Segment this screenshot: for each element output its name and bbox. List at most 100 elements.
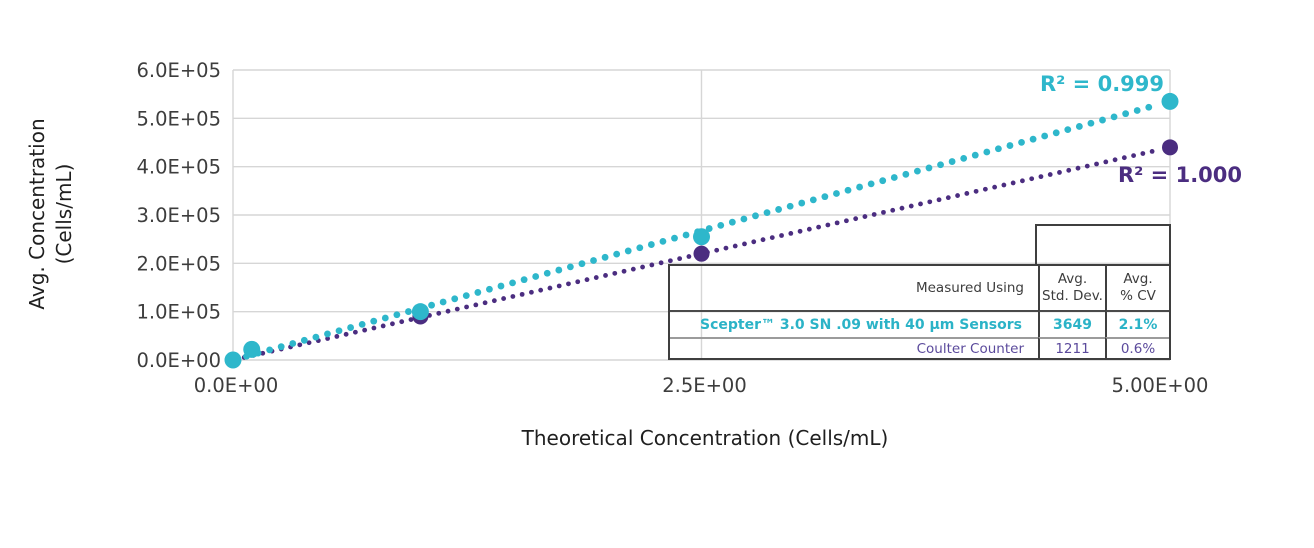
trendline-dot xyxy=(1145,103,1153,111)
trendline-dot xyxy=(902,170,910,178)
y-tick-label: 6.0E+05 xyxy=(137,59,221,82)
trendline-dot xyxy=(436,310,442,316)
trendline-dot xyxy=(445,308,451,314)
trendline-dot xyxy=(1066,167,1072,173)
trendline-dot xyxy=(1087,119,1095,127)
x-tick-label: 5.00E+00 xyxy=(1112,374,1209,397)
trendline-dot xyxy=(566,263,574,271)
y-axis-title-line1: Avg. Concentration xyxy=(25,118,49,310)
trendline-dot xyxy=(324,330,331,338)
trendline-dot xyxy=(491,298,497,304)
trendline-dot xyxy=(482,300,488,306)
table-row-coulter-name: Coulter Counter xyxy=(670,337,1038,358)
trendline-dot xyxy=(728,218,736,226)
trendline-dot xyxy=(927,199,933,205)
trendline-dot xyxy=(914,167,921,175)
trendline-dot xyxy=(1133,107,1141,114)
trendline-dot xyxy=(752,212,759,220)
trendline-dot xyxy=(636,244,644,252)
trendline-dot xyxy=(1075,123,1083,130)
trendline-dot xyxy=(547,285,553,291)
stats-table: Measured Using Avg. Std. Dev. Avg. % CV … xyxy=(668,224,1174,360)
trendline-dot xyxy=(543,269,551,277)
trendline-dot xyxy=(621,268,627,274)
x-tick-label: 2.5E+00 xyxy=(662,374,746,397)
table-header-avg-cv: Avg. % CV xyxy=(1105,266,1169,312)
trendline-dot xyxy=(890,174,898,181)
trendline-dot xyxy=(584,277,590,283)
trendline-dot xyxy=(300,336,308,344)
trendline-dot xyxy=(1041,132,1049,140)
trendline-dot xyxy=(936,197,942,203)
stats-table-grid: Measured Using Avg. Std. Dev. Avg. % CV … xyxy=(668,264,1171,360)
trendline-dot xyxy=(428,301,435,309)
trendline-dot xyxy=(334,334,340,339)
table-row-coulter-cv: 0.6% xyxy=(1105,337,1169,358)
trendline-dot xyxy=(659,237,667,245)
trendline-dot xyxy=(1006,142,1014,149)
trendline-dot xyxy=(520,276,528,284)
trendline-dot xyxy=(945,195,951,201)
trendline-dot xyxy=(760,237,766,243)
trendline-dot xyxy=(266,346,274,354)
trendline-dot xyxy=(613,250,621,258)
y-tick-label: 1.0E+05 xyxy=(137,301,221,324)
table-header-avg-std-dev: Avg. Std. Dev. xyxy=(1038,266,1105,312)
trendline-dot xyxy=(1094,161,1099,167)
data-point-marker xyxy=(693,228,710,246)
trendline-dot xyxy=(1084,163,1090,169)
trendline-dot xyxy=(578,260,586,268)
trendline-dot xyxy=(519,291,525,297)
trendline-dot xyxy=(763,209,771,217)
trendline-dot xyxy=(714,247,720,253)
trendline-dot xyxy=(497,282,505,290)
trendline-dot xyxy=(994,145,1002,153)
trendline-dot xyxy=(1103,159,1109,165)
trendline-dot xyxy=(380,323,386,329)
table-row-scepter-std-dev: 3649 xyxy=(1038,312,1105,337)
y-tick-label: 5.0E+05 xyxy=(137,107,221,130)
trendline-dot xyxy=(871,212,877,217)
series-scepter xyxy=(224,92,1179,369)
trendline-dot xyxy=(769,235,775,241)
trendline-dot xyxy=(647,241,655,248)
trendline-dot xyxy=(658,260,664,266)
trendline-dot xyxy=(593,275,599,280)
trendline-dot xyxy=(1149,148,1155,154)
trendline-dot xyxy=(825,222,831,228)
trendline-dot xyxy=(532,273,540,280)
trendline-dot xyxy=(992,184,998,190)
trendline-dot xyxy=(740,215,748,223)
trendline-dot xyxy=(603,273,608,278)
data-point-marker xyxy=(1161,92,1179,110)
trendline-dot xyxy=(529,289,534,295)
table-row-scepter-cv: 2.1% xyxy=(1105,312,1169,337)
trendline-dot xyxy=(775,206,783,213)
trendline-dot xyxy=(717,221,725,229)
r2-annotation-coulter: R² = 1.000 xyxy=(1118,163,1243,187)
trendline-dot xyxy=(1121,155,1127,161)
trendline-dot xyxy=(982,186,988,192)
trendline-dot xyxy=(649,262,655,268)
trendline-dot xyxy=(566,281,571,287)
trendline-dot xyxy=(821,193,829,201)
trendline-dot xyxy=(797,228,803,234)
gridlines xyxy=(232,69,1171,361)
x-tick-label: 0.0E+00 xyxy=(194,374,278,397)
trendline-dot xyxy=(809,196,817,204)
trendline-dot xyxy=(960,154,968,162)
table-row-coulter-std-dev: 1211 xyxy=(1038,337,1105,358)
trendline-dot xyxy=(881,209,886,215)
trendline-dot xyxy=(918,201,923,207)
trendline-dot xyxy=(399,319,405,325)
trendline-dot xyxy=(464,304,469,310)
trendline-dot xyxy=(983,148,991,156)
trendline-dot xyxy=(964,191,970,196)
stats-table-empty-header-cell xyxy=(1035,224,1171,266)
trendline-dot xyxy=(624,247,632,255)
trendline-dot xyxy=(630,266,636,272)
trendline-dot xyxy=(948,158,956,165)
trendline-dot xyxy=(682,231,690,239)
trendline-dot xyxy=(347,324,355,331)
